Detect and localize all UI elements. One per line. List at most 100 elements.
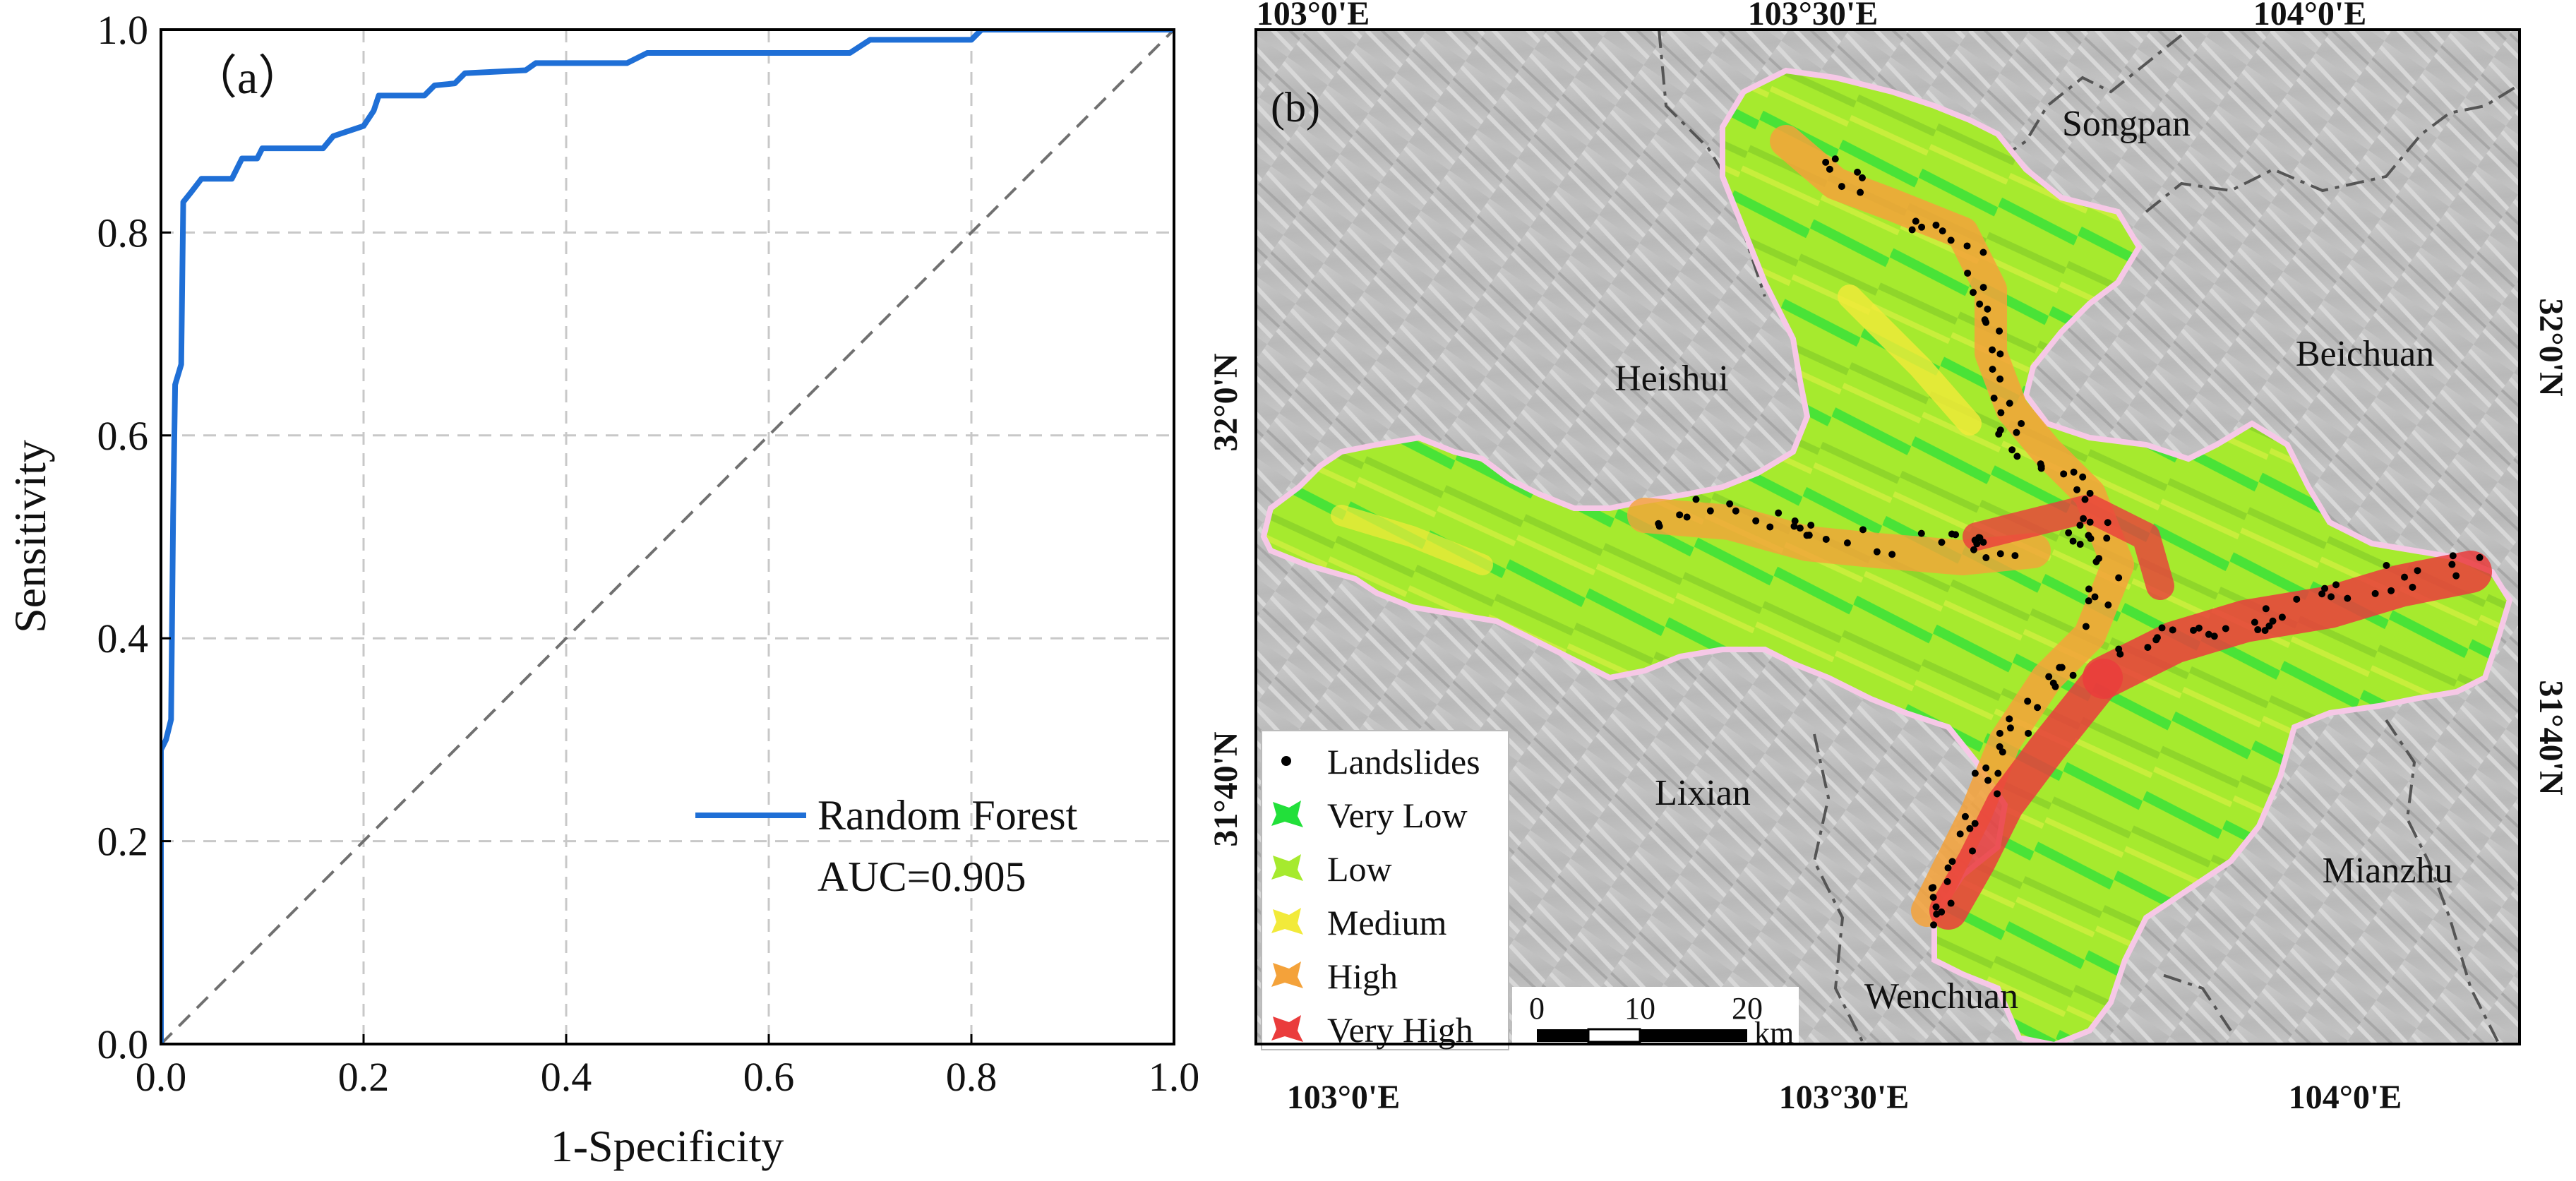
landslide-point xyxy=(2449,552,2457,560)
landslide-point xyxy=(1976,534,1984,541)
landslide-point xyxy=(1854,168,1862,176)
landslide-point xyxy=(2115,574,2123,582)
landslide-point xyxy=(1933,910,1941,918)
landslide-point xyxy=(2401,573,2409,581)
landslide-point xyxy=(2024,697,2032,705)
place-label-beichuan: Beichuan xyxy=(2296,334,2434,374)
y-tick-label: 0.0 xyxy=(97,1021,149,1067)
landslide-point xyxy=(1982,318,1990,326)
landslide-point xyxy=(2092,558,2100,565)
landslide-point xyxy=(1766,523,1774,531)
landslide-point xyxy=(2476,553,2484,561)
landslide-point xyxy=(1976,300,1984,308)
left-tick-32-0: 32°0'N xyxy=(1207,353,1245,452)
landslide-point xyxy=(2056,664,2063,671)
landslide-point xyxy=(1996,350,2004,358)
landslide-point xyxy=(2222,625,2229,633)
landslide-point xyxy=(2261,627,2269,635)
right-tick-32-0: 32°0'N xyxy=(2532,298,2570,397)
landslide-point xyxy=(1939,227,1946,235)
landslide-point xyxy=(1979,248,1987,256)
landslide-point xyxy=(1917,529,1925,537)
landslide-point xyxy=(1948,858,1956,865)
landslide-point xyxy=(2103,534,2111,542)
landslide-point xyxy=(2037,464,2045,472)
bottom-tick-104-0: 104°0'E xyxy=(2289,1079,2402,1116)
legend-swatch-very-low xyxy=(1271,801,1303,827)
landslide-point xyxy=(1775,509,1783,517)
y-tick-label: 0.2 xyxy=(97,819,149,865)
roc-curve-random-forest xyxy=(161,30,1174,1044)
map-panel-label: (b) xyxy=(1271,84,1320,131)
diagonal-line xyxy=(160,28,1175,1045)
landslide-point xyxy=(2008,446,2016,454)
scale-bar: 0 10 20 km xyxy=(1512,987,1799,1050)
landslide-point xyxy=(2205,630,2212,638)
landslide-point xyxy=(1928,884,1936,892)
top-tick-103-0: 103°0'E xyxy=(1257,0,1370,32)
landslide-point xyxy=(1969,847,1977,855)
landslide-point xyxy=(2060,470,2068,478)
landslide-point xyxy=(2328,593,2335,601)
landslide-point xyxy=(1676,511,1684,519)
landslide-point xyxy=(2013,428,2020,436)
landslide-point xyxy=(1908,226,1916,234)
landslide-point xyxy=(2045,673,2053,681)
landslide-point xyxy=(2210,633,2218,640)
landslide-point xyxy=(2087,534,2095,542)
landslide-point xyxy=(1971,820,1979,827)
landslide-point xyxy=(1999,748,2006,756)
landslide-point xyxy=(1984,777,1992,784)
landslide-point xyxy=(2452,572,2460,580)
legend-swatch-low xyxy=(1271,854,1303,881)
landslide-point xyxy=(2153,634,2161,642)
legend-label-medium: Medium xyxy=(1327,903,1447,942)
x-tick-label: 0.8 xyxy=(946,1054,998,1100)
landslide-point xyxy=(2409,583,2416,591)
landslide-point xyxy=(1982,764,1990,772)
landslide-point xyxy=(1790,522,1798,530)
bottom-tick-103-0: 103°0'E xyxy=(1287,1079,1401,1116)
landslide-point xyxy=(1996,327,2003,335)
landslide-point xyxy=(1970,289,1977,296)
landslide-point xyxy=(2091,593,2099,601)
scale-tick-0: 0 xyxy=(1529,991,1545,1026)
landslide-point xyxy=(1858,174,1866,181)
x-tick-label: 0.0 xyxy=(136,1054,187,1100)
landslide-point xyxy=(1822,535,1830,543)
landslide-point xyxy=(2086,518,2094,526)
landslide-point xyxy=(2169,626,2176,634)
landslide-point xyxy=(2081,496,2089,503)
landslide-point xyxy=(1706,507,1714,515)
landslide-point xyxy=(1997,409,2005,416)
y-tick-label: 0.6 xyxy=(97,413,149,459)
landslide-point xyxy=(1805,532,1813,539)
landslide-point xyxy=(1979,284,1987,292)
landslide-point xyxy=(2049,679,2057,687)
landslide-point xyxy=(1996,729,2003,737)
landslide-point xyxy=(1966,825,1974,832)
landslide-point xyxy=(1970,546,1977,553)
landslide-point xyxy=(2318,590,2326,598)
landslide-point xyxy=(1807,522,1815,529)
landslide-point xyxy=(2006,400,2013,407)
y-tick-label: 1.0 xyxy=(97,7,149,53)
landslide-point xyxy=(2034,704,2042,712)
roc-auc-annotation: AUC=0.905 xyxy=(817,853,1026,900)
landslide-point xyxy=(1947,236,1955,244)
landslide-point xyxy=(2158,624,2166,632)
landslide-point xyxy=(2190,626,2198,634)
landslide-point xyxy=(2079,473,2087,481)
right-tick-31-40: 31°40'N xyxy=(2532,680,2570,796)
landslide-point xyxy=(1938,539,1946,546)
landslide-point xyxy=(1655,522,1663,530)
landslide-point xyxy=(2076,522,2084,529)
landslide-point xyxy=(2073,486,2081,493)
landslide-point xyxy=(1796,524,1804,532)
susceptibility-map: (b) Songpan Heishui Beichuan Lixian Mian… xyxy=(1207,0,2570,1116)
landslide-point xyxy=(2076,541,2084,548)
left-tick-31-40: 31°40'N xyxy=(1207,731,1245,847)
landslide-point xyxy=(1857,188,1864,196)
landslide-point xyxy=(2104,519,2111,527)
